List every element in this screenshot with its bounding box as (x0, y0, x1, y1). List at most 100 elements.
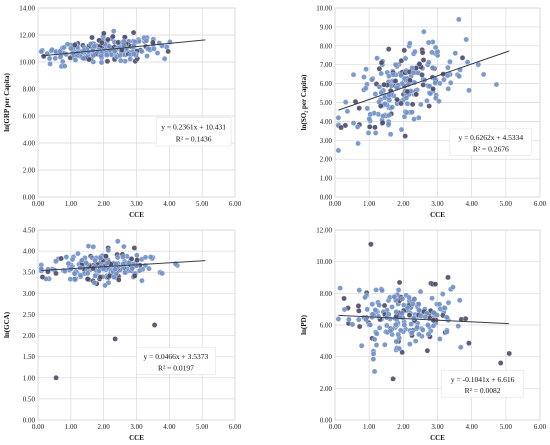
scatter-point (387, 131, 394, 137)
regression-equation: y = 0.2361x + 10.431 (161, 123, 226, 132)
scatter-point (71, 270, 78, 277)
scatter-point (356, 308, 362, 314)
scatter-point (380, 113, 386, 119)
y-tick-label: 5.00 (320, 99, 333, 107)
scatter-point (335, 316, 342, 322)
scatter-point (47, 61, 53, 67)
scatter-point (362, 85, 369, 92)
scatter-point (102, 282, 108, 289)
y-tick-label: 12.00 (19, 32, 35, 40)
scatter-point (450, 284, 456, 290)
scatter-point (426, 103, 432, 109)
x-tick-label: 4.00 (163, 423, 176, 431)
scatter-point (445, 299, 452, 306)
y-axis-title: ln(SO₂ per Capita) (300, 74, 308, 130)
trendline (41, 39, 206, 57)
scatter-point (459, 55, 466, 61)
scatter-point (376, 66, 383, 72)
scatter-point (425, 39, 432, 46)
scatter-point (418, 101, 424, 108)
scatter-point (413, 91, 419, 98)
scatter-point (67, 55, 73, 61)
scatter-point (411, 315, 417, 321)
scatter-point (341, 295, 347, 302)
scatter-point (455, 323, 462, 329)
scatter-point (335, 147, 342, 154)
scatter-point (121, 243, 127, 250)
x-tick-label: 1.00 (363, 423, 376, 431)
scatter-point (436, 98, 442, 104)
scatter-point (110, 33, 116, 40)
x-axis-title: CCE (430, 434, 445, 442)
scatter-point (419, 49, 426, 56)
scatter-point (355, 140, 361, 147)
scatter-point (376, 302, 382, 308)
scatter-point (396, 345, 403, 352)
y-tick-label: 6.00 (23, 113, 36, 121)
scatter-point (61, 63, 68, 69)
scatter-point (356, 316, 362, 323)
scatter-point (79, 257, 85, 263)
scatter-point (429, 295, 435, 301)
scatter-point (456, 73, 462, 80)
y-axis-title: ln(GCA) (3, 311, 11, 338)
x-tick-label: 6.00 (229, 200, 242, 208)
scatter-point (356, 323, 363, 330)
scatter-point (389, 104, 395, 110)
scatter-point (458, 344, 464, 350)
equation-box (441, 370, 524, 398)
x-tick-label: 1.00 (65, 423, 78, 431)
scatter-point (399, 349, 405, 356)
scatter-panel-4: 0.00 2.00 4.00 6.00 8.00 10.00 12.00 0.00 1.00 2.… (300, 227, 547, 443)
scatter-point (373, 342, 380, 348)
scatter-point (394, 96, 400, 103)
scatter-point (69, 256, 76, 263)
scatter-point (425, 59, 432, 66)
scatter-point (127, 56, 133, 62)
x-tick-label: 1.00 (65, 200, 78, 208)
scatter-point (77, 272, 84, 279)
scatter-point (144, 53, 150, 59)
y-tick-label: 2.50 (23, 311, 36, 319)
scatter-point (362, 294, 368, 301)
x-tick-label: 2.00 (397, 200, 410, 208)
scatter-point (480, 71, 487, 78)
scatter-point (497, 360, 504, 366)
x-tick-label: 6.00 (534, 200, 547, 208)
scatter-point (441, 305, 448, 311)
scatter-point (395, 331, 401, 338)
y-tick-label: 4.00 (23, 140, 36, 148)
scatter-point (338, 124, 344, 131)
scatter-panel-2: 0.00 1.00 2.00 3.00 4.00 5.00 6.00 7.00 8.00 9.00… (300, 5, 547, 220)
x-axis-title: CCE (129, 211, 144, 219)
scatter-point (341, 306, 348, 313)
scatter-point (389, 304, 395, 310)
scatter-point (401, 302, 407, 308)
scatter-point (139, 277, 145, 284)
scatter-point (437, 336, 443, 342)
scatter-point (371, 336, 378, 343)
scatter-point (365, 130, 372, 136)
scatter-point (386, 112, 392, 119)
x-tick-label: 1.00 (363, 200, 376, 208)
scatter-point (408, 321, 414, 327)
scatter-point (409, 101, 416, 108)
scatter-point (371, 368, 378, 375)
y-tick-label: 8.00 (320, 42, 333, 50)
scatter-point (364, 105, 371, 112)
scatter-point (393, 309, 399, 315)
y-tick-label: 6.00 (320, 322, 333, 330)
y-tick-label: 0.00 (320, 417, 333, 425)
scatter-point (429, 49, 435, 56)
scatter-point (452, 50, 459, 56)
scatter-point (41, 53, 47, 60)
r-squared-label: R² = 0.2676 (473, 144, 509, 153)
scatter-point (445, 86, 451, 92)
scatter-panel-1: 0.00 2.00 4.00 6.00 8.00 10.00 12.00 14.00 0.00 1… (3, 5, 242, 220)
y-tick-label: 0.50 (23, 395, 36, 403)
y-tick-label: 3.00 (23, 290, 36, 298)
y-tick-label: 2.00 (320, 156, 333, 164)
scatter-point (122, 269, 128, 276)
scatter-point (83, 259, 89, 266)
